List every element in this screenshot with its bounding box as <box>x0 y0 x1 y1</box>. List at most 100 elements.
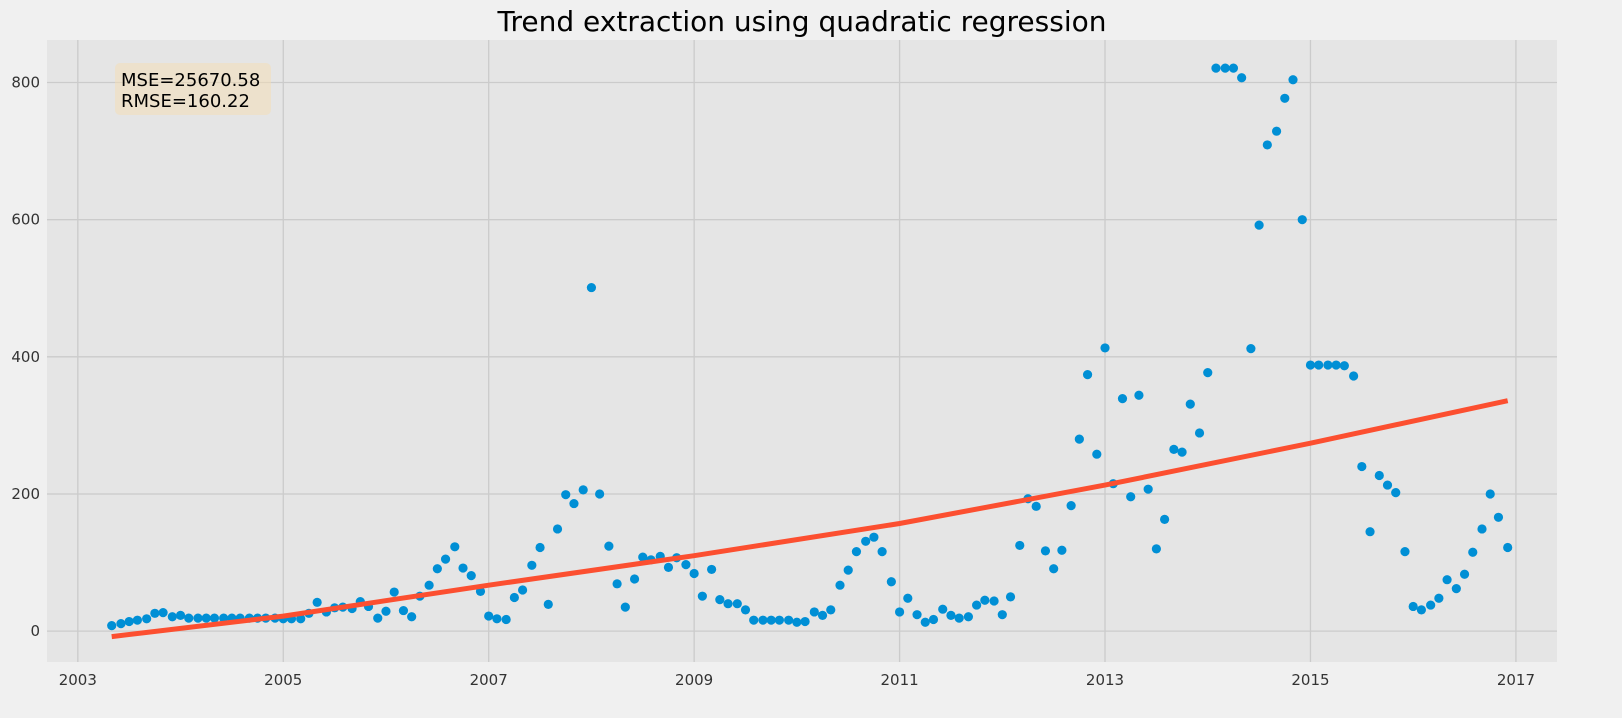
scatter-point <box>1005 592 1016 602</box>
scatter-point <box>920 617 930 627</box>
scatter-point <box>373 613 383 623</box>
scatter-point <box>1485 489 1495 499</box>
scatter-point <box>826 605 836 615</box>
scatter-point <box>1117 394 1128 404</box>
scatter-point <box>398 605 409 616</box>
scatter-point <box>1160 514 1170 524</box>
y-tick-label: 600 <box>11 211 40 229</box>
scatter-point <box>835 580 845 590</box>
scatter-point <box>1066 501 1076 511</box>
scatter-point <box>861 536 871 546</box>
scatter-point <box>928 614 939 625</box>
scatter-point <box>715 594 725 605</box>
scatter-point <box>1331 360 1341 370</box>
scatter-point <box>1220 63 1230 73</box>
scatter-point <box>886 577 896 587</box>
scatter-point <box>1049 564 1059 574</box>
trend-line <box>111 398 1509 640</box>
scatter-point <box>809 607 819 617</box>
y-axis: 0 200 400 600 800 <box>11 74 40 641</box>
scatter-point <box>1082 370 1093 380</box>
scatter-point <box>595 489 605 499</box>
scatter-point <box>492 614 502 624</box>
scatter-point <box>561 490 571 500</box>
scatter-point <box>843 565 853 575</box>
scatter-point <box>1237 73 1247 83</box>
scatter-point <box>132 615 142 625</box>
scatter-point <box>1203 368 1213 378</box>
y-tick-label: 0 <box>30 622 40 640</box>
scatter-point <box>1143 484 1153 494</box>
scatter-point <box>1442 575 1452 585</box>
scatter-point <box>1288 75 1298 85</box>
scatter-point <box>604 541 614 551</box>
scatter-point <box>903 593 913 603</box>
scatter-point <box>1459 569 1470 579</box>
scatter-point <box>1211 63 1221 73</box>
scatter-point <box>1262 140 1272 150</box>
y-tick-label: 800 <box>11 74 40 92</box>
scatter-point <box>774 615 785 625</box>
scatter-point <box>758 615 768 625</box>
scatter-point <box>458 563 468 573</box>
scatter-point <box>1297 215 1307 225</box>
scatter-point <box>1074 434 1084 444</box>
scatter-point <box>1339 361 1349 371</box>
scatter-point <box>1357 461 1367 472</box>
scatter-point <box>124 616 134 627</box>
scatter-point <box>612 579 622 589</box>
scatter-point <box>749 615 759 625</box>
scatter-point <box>1254 220 1264 230</box>
scatter-point <box>1134 390 1144 400</box>
scatter-point <box>963 612 974 622</box>
scatter-point <box>424 580 434 590</box>
x-tick-label: 2007 <box>470 671 508 689</box>
scatter-point <box>869 532 879 542</box>
scatter-point <box>569 498 579 509</box>
scatter-point <box>1434 593 1444 603</box>
scatter-point <box>407 612 417 622</box>
scatter-point <box>509 592 519 603</box>
chart-title: Trend extraction using quadratic regress… <box>497 5 1107 38</box>
x-tick-label: 2017 <box>1497 671 1535 689</box>
scatter-point <box>1169 444 1179 455</box>
scatter-point <box>1426 600 1436 610</box>
scatter-point <box>681 560 691 570</box>
scatter-point <box>184 613 194 623</box>
scatter-point <box>938 604 948 614</box>
scatter-point <box>1451 584 1461 594</box>
scatter-point <box>946 610 956 620</box>
scatter-point <box>1271 126 1282 136</box>
scatter-point <box>894 607 905 617</box>
scatter-point <box>209 613 220 623</box>
x-tick-label: 2009 <box>675 671 713 689</box>
scatter-point <box>620 602 630 612</box>
scatter-point <box>1177 447 1187 457</box>
scatter-point <box>877 546 887 557</box>
x-tick-label: 2011 <box>880 671 918 689</box>
scatter-point <box>1040 546 1051 556</box>
scatter-point <box>381 606 391 616</box>
scatter-point <box>792 617 802 627</box>
scatter-point <box>312 597 322 607</box>
scatter-point <box>1468 547 1478 557</box>
scatter-point <box>116 618 126 629</box>
annotation-box <box>115 63 271 115</box>
scatter-point <box>484 611 494 621</box>
scatter-point <box>432 564 442 574</box>
annotation-mse: MSE=25670.58 <box>121 70 260 91</box>
scatter-point <box>1382 480 1393 490</box>
scatter-point <box>1194 428 1205 438</box>
scatter-point <box>466 570 476 581</box>
y-tick-label: 200 <box>11 485 40 503</box>
scatter-point <box>1314 360 1324 370</box>
scatter-point <box>1092 449 1102 459</box>
scatter-point <box>629 574 640 584</box>
x-tick-label: 2015 <box>1291 671 1329 689</box>
scatter-point <box>689 568 699 579</box>
scatter-point <box>150 608 160 618</box>
scatter-point <box>389 587 399 597</box>
scatter-point <box>578 485 588 495</box>
scatter-point <box>707 564 717 575</box>
scatter-point <box>638 552 648 562</box>
